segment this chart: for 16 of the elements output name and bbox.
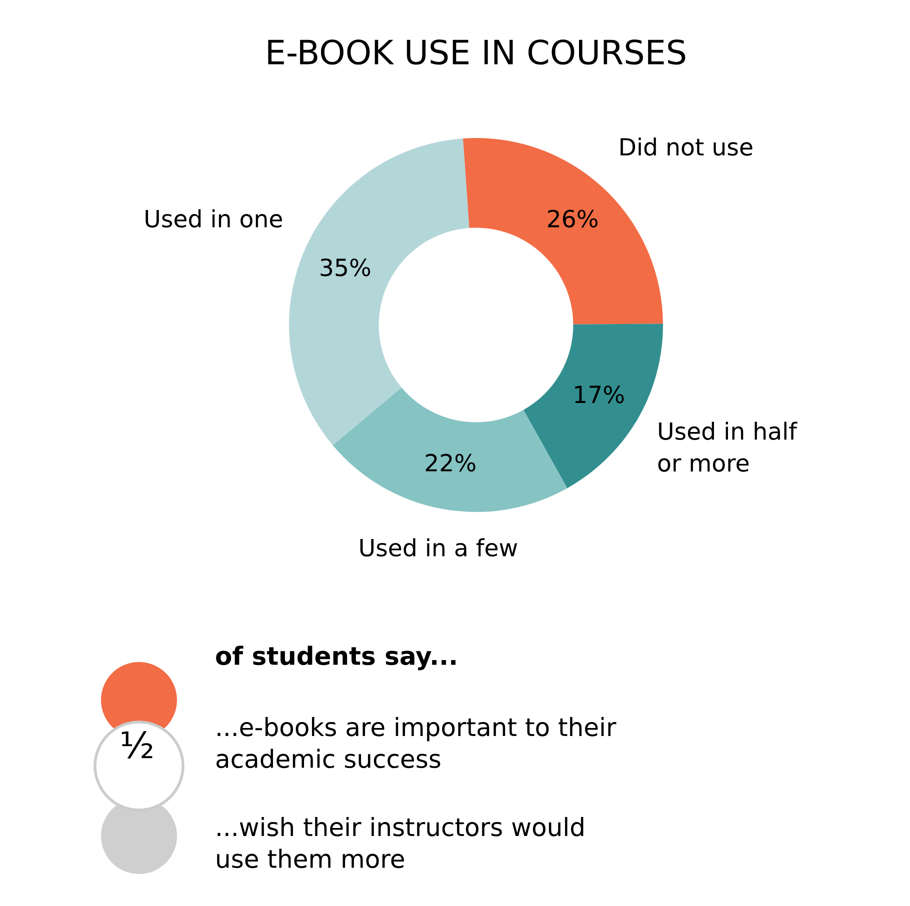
slice-label: Did not use [620, 137, 752, 156]
text: ...e-books are important to their academic success [216, 717, 616, 768]
text: ½ [122, 731, 152, 758]
donut-slice [332, 388, 568, 512]
text: ...wish their instructors would use them more [217, 817, 584, 868]
donut-slice [289, 138, 470, 446]
slice-label: Used in one [146, 209, 282, 228]
donut-slice [462, 138, 663, 324]
data-label: 35% [320, 258, 370, 276]
data-label: 26% [548, 210, 598, 228]
chart-title: E-BOOK USE IN COURSES [268, 39, 686, 65]
slice-label: Used in half or more [658, 422, 798, 472]
text: of students say... [216, 646, 456, 670]
data-label: 17% [575, 385, 624, 404]
data-label: 22% [426, 454, 476, 472]
slice-label: Used in a few [360, 538, 518, 557]
